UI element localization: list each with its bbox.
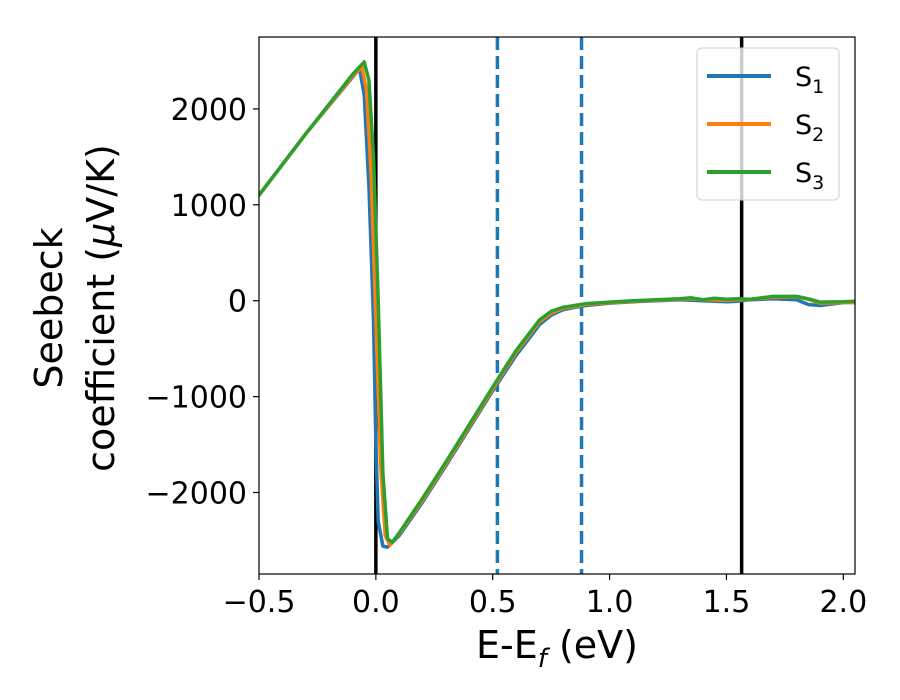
x-tick-label: 1.0 (586, 585, 634, 620)
x-axis-label: E-Ef (eV) (476, 623, 638, 674)
legend-label-s1: S1 (795, 62, 824, 98)
x-tick-label: 2.0 (819, 585, 867, 620)
y-tick-label: 2000 (171, 93, 247, 128)
y-axis-label-line1: Seebeck (27, 227, 71, 388)
legend: S1 S2 S3 (696, 47, 840, 201)
x-tick-label: −0.5 (223, 585, 296, 620)
y-tick-label: −1000 (146, 381, 247, 416)
y-tick-label: 1000 (171, 189, 247, 224)
x-tick-label: 1.5 (703, 585, 751, 620)
y-tick-label: −2000 (146, 476, 247, 511)
y-axis-label-line2: coefficient (μV/K) (79, 144, 123, 472)
x-axis-ticks: −0.5 0.0 0.5 1.0 1.5 2.0 (223, 574, 867, 620)
series-lines (259, 60, 855, 549)
y-axis-ticks: 2000 1000 0 −1000 −2000 (146, 93, 259, 511)
legend-label-s2: S2 (795, 110, 824, 146)
y-tick-label: 0 (228, 285, 247, 320)
y-axis-label: Seebeck coefficient (μV/K) (27, 144, 123, 472)
x-tick-label: 0.0 (352, 585, 400, 620)
reference-lines (374, 37, 744, 574)
series-line-s3 (259, 60, 855, 545)
plot-frame (258, 36, 856, 575)
x-tick-label: 0.5 (469, 585, 517, 620)
legend-label-s3: S3 (795, 158, 824, 194)
